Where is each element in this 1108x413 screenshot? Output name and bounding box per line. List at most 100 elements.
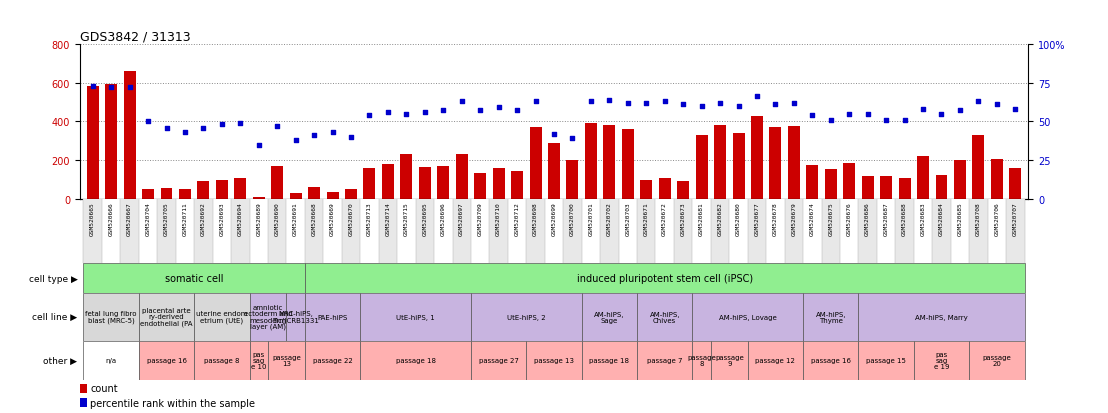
Point xyxy=(195,125,213,131)
Point xyxy=(342,134,360,141)
Text: GSM520715: GSM520715 xyxy=(404,202,409,235)
Point xyxy=(730,103,748,110)
Bar xyxy=(345,190,357,199)
Bar xyxy=(711,341,748,380)
Text: somatic cell: somatic cell xyxy=(165,273,224,283)
Text: GSM520680: GSM520680 xyxy=(736,202,741,235)
Text: GSM520685: GSM520685 xyxy=(957,202,963,235)
Bar xyxy=(253,197,265,199)
Point xyxy=(692,103,710,110)
Text: AM-hiPS,
Chives: AM-hiPS, Chives xyxy=(649,311,680,323)
Bar xyxy=(548,143,560,199)
Bar xyxy=(289,194,301,199)
Bar xyxy=(138,293,194,341)
Bar xyxy=(748,341,803,380)
Bar xyxy=(80,398,86,407)
Bar xyxy=(360,341,471,380)
Text: GSM520676: GSM520676 xyxy=(847,202,852,235)
Bar xyxy=(1006,199,1025,263)
Point xyxy=(545,131,563,138)
Bar xyxy=(824,169,837,199)
Text: GSM520687: GSM520687 xyxy=(884,202,889,235)
Bar xyxy=(308,188,320,199)
Point xyxy=(970,99,987,105)
Text: UtE-hiPS, 2: UtE-hiPS, 2 xyxy=(507,314,545,320)
Point xyxy=(822,117,840,124)
Bar xyxy=(194,293,249,341)
Bar xyxy=(880,176,892,199)
Bar xyxy=(124,72,135,199)
Bar xyxy=(970,199,987,263)
Bar xyxy=(637,341,692,380)
Bar xyxy=(862,176,874,199)
Bar xyxy=(954,161,966,199)
Text: GSM520672: GSM520672 xyxy=(663,202,667,235)
Text: passage
20: passage 20 xyxy=(983,354,1012,366)
Point xyxy=(803,112,821,119)
Text: cell type ▶: cell type ▶ xyxy=(29,274,78,283)
Text: GSM520690: GSM520690 xyxy=(275,202,279,235)
Point xyxy=(306,133,324,139)
Text: GSM520675: GSM520675 xyxy=(829,202,833,235)
Bar xyxy=(194,341,249,380)
Point xyxy=(102,85,120,91)
Bar xyxy=(656,199,674,263)
Text: GSM520708: GSM520708 xyxy=(976,202,981,235)
Point xyxy=(379,109,397,116)
Bar xyxy=(287,293,305,341)
Text: GSM520698: GSM520698 xyxy=(533,202,538,235)
Text: pas
sag
e 19: pas sag e 19 xyxy=(934,351,950,370)
Text: passage 16: passage 16 xyxy=(811,357,851,363)
Point xyxy=(398,111,416,118)
Bar xyxy=(696,135,708,199)
Point xyxy=(434,108,452,114)
Text: passage 7: passage 7 xyxy=(647,357,683,363)
Bar xyxy=(471,341,526,380)
Bar xyxy=(917,157,929,199)
Bar xyxy=(490,199,507,263)
Text: AM-hiPS,
Thyme: AM-hiPS, Thyme xyxy=(815,311,847,323)
Bar xyxy=(769,128,781,199)
Bar xyxy=(970,341,1025,380)
Bar xyxy=(859,293,1025,341)
Point xyxy=(656,99,674,105)
Bar xyxy=(305,341,360,380)
Text: GSM520706: GSM520706 xyxy=(994,202,999,235)
Point xyxy=(213,122,230,128)
Text: GSM520692: GSM520692 xyxy=(201,202,206,235)
Bar xyxy=(714,126,726,199)
Text: PAE-hiPS: PAE-hiPS xyxy=(318,314,348,320)
Text: count: count xyxy=(91,383,119,393)
Bar xyxy=(179,190,191,199)
Text: GSM520696: GSM520696 xyxy=(441,202,445,235)
Text: passage 27: passage 27 xyxy=(479,357,519,363)
Point xyxy=(490,105,507,112)
Bar xyxy=(397,199,416,263)
Bar xyxy=(452,199,471,263)
Bar xyxy=(803,341,859,380)
Text: n/a: n/a xyxy=(105,357,116,363)
Text: other ▶: other ▶ xyxy=(43,356,78,365)
Bar xyxy=(585,124,597,199)
Text: placental arte
ry-derived
endothelial (PA: placental arte ry-derived endothelial (P… xyxy=(141,308,193,326)
Text: cell line ▶: cell line ▶ xyxy=(32,313,78,321)
Bar xyxy=(748,199,767,263)
Bar xyxy=(732,134,745,199)
Bar xyxy=(788,127,800,199)
Text: GSM520667: GSM520667 xyxy=(127,202,132,235)
Bar xyxy=(876,199,895,263)
Bar xyxy=(767,199,784,263)
Point xyxy=(859,111,876,118)
Point xyxy=(933,111,951,118)
Bar xyxy=(803,199,821,263)
Bar xyxy=(899,178,911,199)
Bar xyxy=(419,168,431,199)
Text: passage
9: passage 9 xyxy=(715,354,743,366)
Bar xyxy=(582,199,601,263)
Bar xyxy=(379,199,397,263)
Point xyxy=(526,99,544,105)
Bar xyxy=(859,199,876,263)
Text: GSM520677: GSM520677 xyxy=(755,202,759,235)
Bar xyxy=(234,178,246,199)
Text: GSM520701: GSM520701 xyxy=(588,202,594,235)
